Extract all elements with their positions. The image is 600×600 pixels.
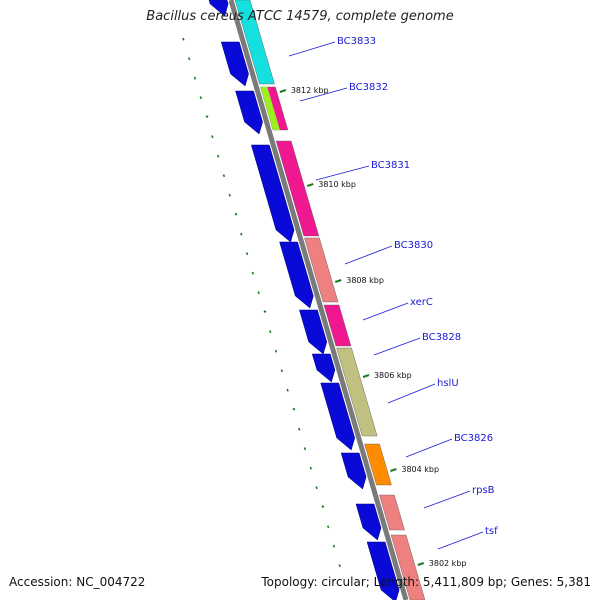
gene-block xyxy=(364,443,392,486)
orf-arrow xyxy=(220,41,249,87)
orf-arrow xyxy=(279,241,314,309)
kbp-tick xyxy=(306,183,314,187)
gene-label: hslU xyxy=(437,378,459,389)
label-leader xyxy=(405,438,453,458)
gene-block xyxy=(234,0,275,85)
scale-tick xyxy=(326,525,330,529)
label-leader xyxy=(344,245,393,265)
gene-block xyxy=(379,494,405,531)
scale-tick xyxy=(257,291,260,295)
kbp-label: 3808 kbp xyxy=(346,276,384,285)
label-leader xyxy=(423,490,471,509)
scale-tick xyxy=(338,564,341,568)
kbp-tick xyxy=(417,562,425,566)
kbp-label: 3804 kbp xyxy=(401,465,439,474)
gene-label: BC3828 xyxy=(422,332,461,343)
map-title: Bacillus cereus ATCC 14579, complete gen… xyxy=(146,9,454,24)
orf-arrow xyxy=(320,382,356,451)
kbp-label: 3802 kbp xyxy=(429,559,467,568)
gene-label: tsf xyxy=(485,526,498,537)
kbp-label: 3806 kbp xyxy=(374,371,412,380)
kbp-tick xyxy=(362,374,370,378)
scale-tick xyxy=(193,76,197,80)
gene-block xyxy=(304,237,339,303)
label-leader xyxy=(299,87,348,102)
scale-tick xyxy=(315,486,318,490)
genome-backbone xyxy=(228,0,409,600)
label-leader xyxy=(315,165,370,181)
kbp-tick xyxy=(334,279,342,283)
kbp-tick xyxy=(390,468,397,472)
scale-tick xyxy=(263,310,267,314)
scale-tick xyxy=(292,407,296,411)
gene-block xyxy=(323,304,352,347)
gene-label: xerC xyxy=(410,297,433,308)
orf-arrow xyxy=(250,144,295,243)
gene-label: BC3833 xyxy=(337,36,376,47)
kbp-label: 3812 kbp xyxy=(291,86,329,95)
label-leader xyxy=(288,41,336,57)
kbp-tick xyxy=(279,89,287,93)
kbp-label: 3810 kbp xyxy=(318,180,356,189)
gene-track xyxy=(234,0,426,600)
gene-labels: BC3833 BC3832 BC3831 BC3830 xerC BC3828 hslU BC… xyxy=(288,36,498,550)
scale-tick xyxy=(309,466,312,470)
genome-summary: Topology: circular; Length: 5,411,809 bp… xyxy=(261,575,591,589)
scale-tick xyxy=(216,154,220,158)
gene-block xyxy=(275,140,320,237)
gc-skew-ticks xyxy=(182,37,341,568)
label-leader xyxy=(373,337,421,356)
scale-tick xyxy=(269,330,272,334)
scale-tick xyxy=(245,252,249,256)
scale-tick xyxy=(199,96,202,100)
gene-label: BC3830 xyxy=(394,240,433,251)
gene-label: BC3831 xyxy=(371,160,410,171)
scale-tick xyxy=(240,232,243,236)
scale-tick xyxy=(222,174,226,178)
gene-label: rpsB xyxy=(472,485,495,496)
scale-tick xyxy=(274,349,278,353)
scale-tick xyxy=(298,427,301,431)
accession-text: Accession: NC_004722 xyxy=(9,575,146,589)
orf-arrow xyxy=(340,452,367,490)
scale-tick xyxy=(234,212,238,216)
label-leader xyxy=(387,383,436,404)
orf-arrow xyxy=(355,503,382,541)
orf-arrow xyxy=(366,541,400,600)
orf-arrow xyxy=(311,353,336,383)
scale-tick xyxy=(303,447,307,451)
scale-tick xyxy=(280,369,283,373)
label-leader xyxy=(437,531,484,550)
scale-tick xyxy=(211,135,214,139)
orf-arrow xyxy=(299,309,328,355)
label-leader xyxy=(362,302,409,321)
scale-tick xyxy=(182,37,185,41)
orf-arrow xyxy=(235,90,263,135)
scale-tick xyxy=(205,115,209,119)
scale-tick xyxy=(188,57,191,61)
scale-tick xyxy=(332,544,336,548)
scale-tick xyxy=(251,271,255,275)
gene-block xyxy=(390,534,426,600)
orf-track xyxy=(208,0,400,600)
gene-block xyxy=(336,347,378,437)
kbp-ruler: 3812 kbp 3810 kbp 3808 kbp 3806 kbp 3804 kbp… xyxy=(279,86,467,568)
gene-label: BC3826 xyxy=(454,433,493,444)
orf-arrow xyxy=(208,0,229,17)
gene-block xyxy=(260,87,280,130)
scale-tick xyxy=(321,505,325,509)
scale-tick xyxy=(228,193,231,197)
scale-tick xyxy=(286,388,289,392)
gene-label: BC3832 xyxy=(349,82,388,93)
